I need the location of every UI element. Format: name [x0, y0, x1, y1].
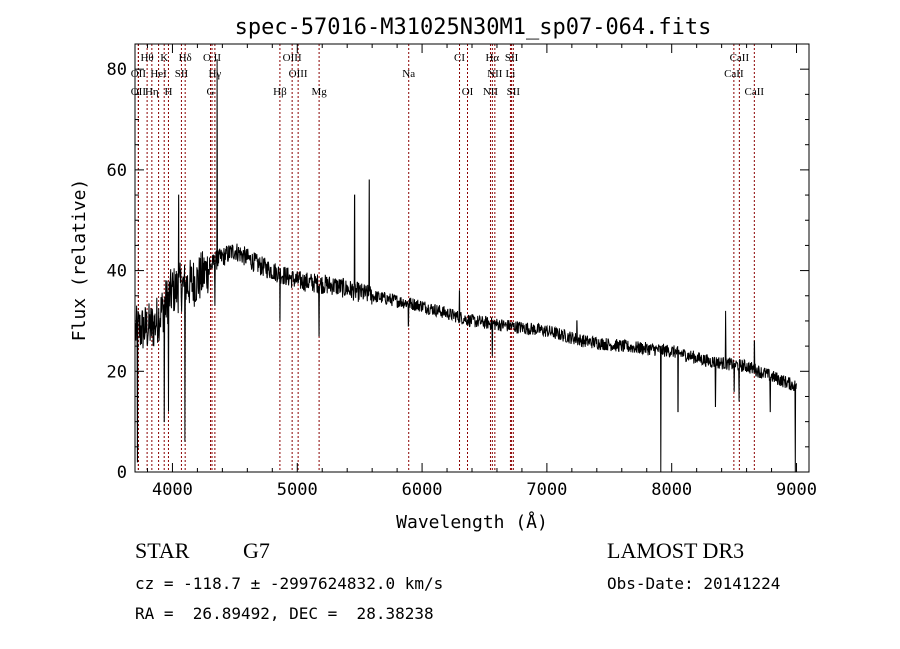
line-marker-label: CI: [454, 52, 465, 64]
line-marker-label: NII: [483, 86, 499, 98]
line-marker-label: OI: [462, 86, 474, 98]
y-tick-label: 20: [107, 362, 127, 382]
x-tick-label: 8000: [651, 480, 692, 500]
x-tick-label: 9000: [776, 480, 817, 500]
x-tick-label: 5000: [277, 480, 318, 500]
y-tick-label: 80: [107, 60, 127, 80]
line-marker-label: SII: [507, 86, 521, 98]
x-tick-label: 4000: [152, 480, 193, 500]
line-marker-label: CaII: [745, 86, 765, 98]
line-marker-label: NII: [487, 68, 503, 80]
line-marker-label: Hα: [485, 52, 499, 64]
line-marker-label: HeI: [150, 68, 167, 80]
line-marker-label: Na: [402, 68, 415, 80]
line-marker-label: SII: [175, 68, 189, 80]
x-axis-label: Wavelength (Å): [396, 511, 548, 533]
coordinates: RA = 26.89492, DEC = 28.38238: [135, 604, 434, 623]
line-marker-label: OIII: [289, 68, 308, 80]
x-tick-label: 6000: [402, 480, 443, 500]
line-marker-label: H: [164, 86, 172, 98]
y-axis-label: Flux (relative): [69, 179, 90, 342]
line-markers: [137, 44, 755, 472]
line-marker-label: K: [160, 52, 168, 64]
line-marker-label: CaII: [730, 52, 750, 64]
line-marker-label: Hθ: [140, 52, 153, 64]
line-marker-label: O II: [203, 52, 221, 64]
axis-tick-labels: 4000 5000 6000 7000 8000 9000 0 20 40 60 80: [107, 60, 817, 500]
y-tick-label: 40: [107, 262, 127, 282]
line-marker-label: SII: [505, 52, 519, 64]
y-tick-label: 0: [117, 463, 127, 483]
object-class: STAR: [135, 538, 190, 563]
line-marker-label: Hη: [145, 86, 159, 98]
observation-date: Obs-Date: 20141224: [607, 574, 781, 593]
line-marker-label: Mg: [311, 86, 327, 98]
line-marker-label: OII: [131, 68, 147, 80]
object-subclass: G7: [243, 538, 270, 563]
line-marker-labels: Hθ K Hδ O II OIII CI Hα SII CaII OII HeI SII Hγ OIII N…: [131, 52, 765, 98]
line-marker-label: Li: [506, 68, 516, 80]
y-tick-label: 60: [107, 161, 127, 181]
redshift-line: cz = -118.7 ± -2997624832.0 km/s: [135, 574, 444, 593]
survey-name: LAMOST DR3: [607, 538, 745, 563]
line-marker-label: Hβ: [273, 86, 287, 98]
x-tick-label: 7000: [526, 480, 567, 500]
line-marker-label: OII: [131, 86, 147, 98]
line-marker-label: Hγ: [208, 68, 221, 80]
line-marker-label: Hδ: [179, 52, 192, 64]
line-marker-label: G: [207, 86, 215, 98]
chart-title: spec-57016-M31025N30M1_sp07-064.fits: [235, 15, 712, 40]
spectrum-line: [135, 59, 797, 473]
axis-ticks: [135, 43, 809, 473]
line-marker-label: CaII: [724, 68, 744, 80]
line-marker-label: OIII: [283, 52, 302, 64]
